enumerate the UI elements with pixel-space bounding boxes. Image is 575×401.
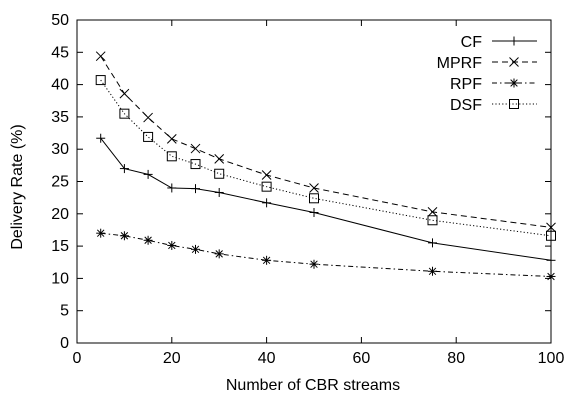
series-mprf [95,51,556,233]
data-point-rpf [214,249,224,259]
legend-label-dsf: DSF [450,97,482,114]
data-point-dsf [119,108,130,119]
series-cf [96,133,556,265]
data-point-rpf [96,228,106,238]
data-point-rpf [546,271,556,281]
y-tick-label: 25 [51,174,69,191]
y-tick-label: 15 [51,238,69,255]
y-tick-label: 0 [60,335,69,352]
series-layer [95,51,556,281]
data-point-rpf [167,240,177,250]
data-point-mprf [190,143,201,154]
data-point-rpf [428,266,437,276]
data-point-mprf [309,183,319,193]
data-point-rpf [143,235,153,245]
data-point-cf [143,169,153,179]
data-point-cf [309,208,319,218]
data-point-mprf [427,207,438,217]
x-axis-label: Number of CBR streams [226,377,400,394]
legend-marker-mprf [509,57,519,67]
legend-item-mprf: MPRF [437,55,537,72]
y-tick-label: 35 [51,109,69,126]
legend-item-dsf: DSF [450,97,537,114]
legend-label-rpf: RPF [450,76,482,93]
series-dsf [95,75,556,241]
data-point-rpf [119,231,129,241]
y-tick-label: 5 [60,303,69,320]
data-point-cf [119,164,129,174]
y-axis-label: Delivery Rate (%) [9,124,26,249]
data-point-cf [262,198,272,208]
data-point-rpf [262,255,272,265]
data-point-mprf [95,51,106,62]
data-point-dsf [309,193,319,204]
x-tick-label: 20 [163,350,181,367]
data-point-cf [428,238,437,248]
legend-label-mprf: MPRF [437,55,483,72]
legend-marker-dsf [509,99,519,109]
legend-label-cf: CF [461,34,483,51]
legend-item-rpf: RPF [450,76,537,93]
legend: CF MPRF RPF DSF [437,34,537,114]
series-line-rpf [100,232,552,277]
x-tick-label: 40 [258,350,276,367]
legend-marker-rpf [509,78,519,88]
legend-marker-cf [509,36,519,46]
data-point-mprf [143,112,153,123]
data-point-cf [214,187,224,197]
data-point-dsf [166,151,177,162]
data-point-cf [546,255,556,265]
y-tick-label: 50 [51,12,69,29]
data-point-dsf [261,181,272,192]
y-tick-label: 30 [51,141,69,158]
data-point-cf [191,184,200,194]
y-tick-label: 45 [51,44,69,61]
x-tick-label: 0 [73,350,82,367]
y-tick-label: 10 [51,270,69,287]
data-point-dsf [143,131,154,142]
data-point-mprf [166,134,177,144]
data-point-dsf [95,75,106,86]
data-point-dsf [214,168,225,179]
data-point-rpf [191,244,200,254]
x-tick-label: 100 [538,350,565,367]
series-line-dsf [100,79,552,237]
y-tick-label: 40 [51,77,69,94]
data-point-mprf [261,170,272,180]
data-point-mprf [546,222,556,233]
series-line-mprf [100,55,552,228]
data-point-cf [96,133,106,143]
series-rpf [96,228,556,281]
data-point-mprf [119,88,130,99]
x-tick-label: 60 [353,350,371,367]
data-point-rpf [309,259,319,269]
data-point-dsf [190,159,201,170]
data-point-cf [167,183,177,193]
data-point-mprf [214,154,225,164]
y-tick-label: 20 [51,206,69,223]
x-tick-label: 80 [447,350,465,367]
x-axis: 0 20 40 60 80 100 [73,20,565,367]
series-line-cf [100,137,552,261]
data-point-dsf [427,215,438,226]
y-axis: 0 5 10 15 20 25 30 35 40 45 50 [51,12,551,352]
data-point-dsf [546,230,556,241]
legend-item-cf: CF [461,34,537,51]
